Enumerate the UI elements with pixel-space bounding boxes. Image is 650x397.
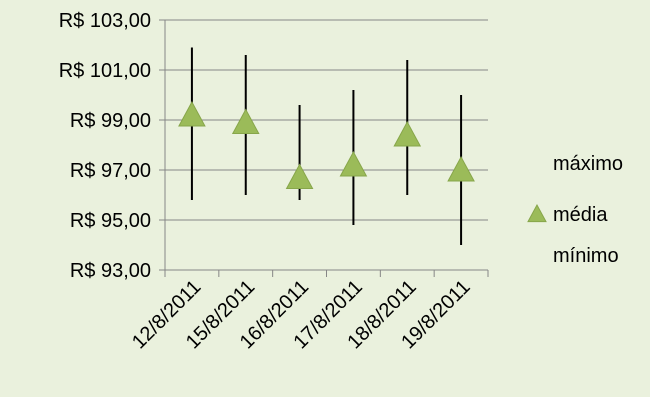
average-marker — [393, 120, 422, 147]
y-tick-label: R$ 97,00 — [70, 160, 151, 182]
legend-label: mínimo — [553, 245, 619, 267]
x-tick-labels: 12/8/201115/8/201116/8/201117/8/201118/8… — [128, 276, 475, 353]
average-marker — [447, 155, 475, 182]
y-tick-label: R$ 93,00 — [70, 260, 151, 282]
average-marker — [285, 163, 314, 190]
axes — [159, 19, 489, 277]
legend-label: média — [553, 204, 608, 226]
y-tick-label: R$ 101,00 — [59, 60, 151, 82]
average-marker — [339, 150, 368, 177]
gridlines — [165, 19, 488, 221]
y-tick-label: R$ 99,00 — [70, 110, 151, 132]
y-tick-label: R$ 95,00 — [70, 210, 151, 232]
legend-marker-triangle — [527, 203, 547, 223]
average-marker — [178, 100, 206, 127]
y-tick-labels: R$ 93,00 R$ 95,00 R$ 97,00 R$ 99,00 R$ 101,0… — [59, 10, 151, 282]
legend-label: máximo — [553, 153, 623, 175]
y-tick-label: R$ 103,00 — [59, 10, 151, 32]
legend: máximo média mínimo — [527, 153, 623, 267]
average-marker — [231, 108, 260, 135]
average-markers — [178, 100, 475, 190]
